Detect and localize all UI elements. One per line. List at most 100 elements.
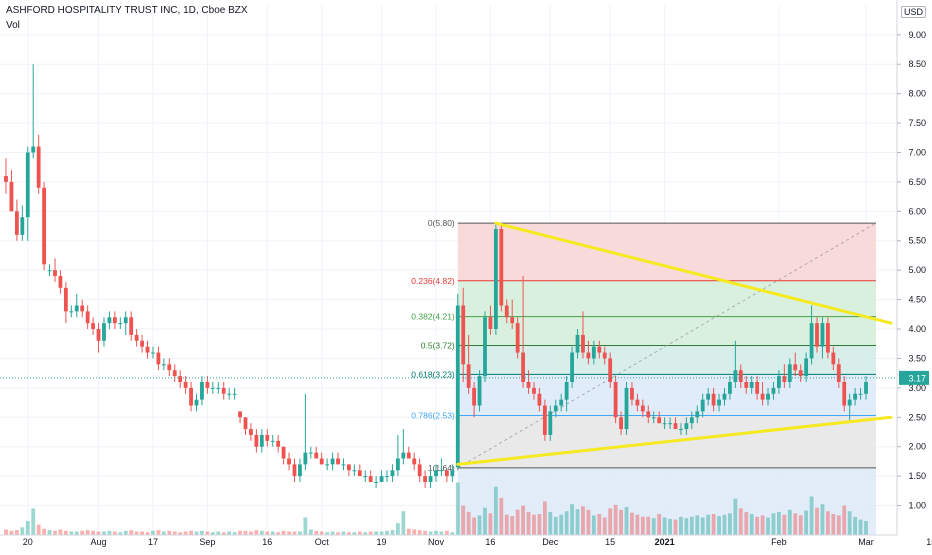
- volume-bar: [793, 513, 798, 535]
- volume-bar: [270, 531, 275, 535]
- candle-body: [341, 464, 346, 466]
- volume-bar: [864, 521, 868, 535]
- volume-bar: [766, 517, 770, 535]
- currency-label[interactable]: USD: [900, 6, 926, 18]
- candle-body: [717, 399, 721, 406]
- volume-bar: [91, 530, 95, 535]
- candle-body: [189, 387, 193, 406]
- volume-bar: [722, 514, 727, 535]
- candle-body: [793, 364, 798, 371]
- volume-bar: [798, 515, 803, 535]
- candle-body: [858, 393, 863, 395]
- price-tick-label: 6.50: [908, 177, 926, 187]
- candle-body: [91, 323, 95, 330]
- candle-body: [281, 446, 286, 459]
- candle-body: [825, 323, 830, 353]
- candle-body: [548, 411, 553, 435]
- candle-body: [553, 405, 558, 412]
- candle-body: [777, 376, 781, 388]
- volume-bar: [145, 532, 150, 535]
- volume-bar: [586, 509, 591, 535]
- volume-bar: [630, 512, 634, 535]
- candle-body: [298, 464, 302, 477]
- volume-bar: [787, 509, 792, 535]
- candle-body: [63, 287, 68, 312]
- candle-body: [303, 452, 308, 465]
- volume-bar: [69, 531, 74, 535]
- volume-bar: [597, 514, 602, 535]
- volume-bar: [156, 530, 161, 535]
- volume-bar: [25, 521, 30, 535]
- candle-body: [559, 399, 564, 406]
- volume-bar: [717, 516, 721, 535]
- candle-body: [123, 317, 128, 324]
- candle-body: [161, 364, 166, 366]
- volume-bar: [85, 530, 90, 535]
- volume-bar: [738, 508, 743, 535]
- volume-bar: [210, 532, 215, 535]
- candle-body: [657, 417, 662, 424]
- candle-body: [183, 381, 188, 388]
- candle-body: [722, 393, 727, 400]
- candle-body: [613, 381, 618, 418]
- candle-body: [842, 381, 847, 406]
- volume-bar: [564, 511, 569, 535]
- candle-body: [14, 211, 19, 235]
- volume-bar: [673, 519, 678, 535]
- volume-indicator-label: Vol: [6, 20, 20, 31]
- fib-zone-base: [457, 467, 876, 535]
- candle-body: [537, 393, 542, 406]
- volume-bar: [303, 517, 308, 535]
- price-tick-label: 7.50: [908, 118, 926, 128]
- volume-bar: [439, 531, 444, 535]
- candle-body: [728, 381, 732, 394]
- candle-body: [330, 458, 335, 465]
- candle-body: [357, 470, 362, 477]
- fib-zone: [457, 223, 876, 281]
- candle-body: [624, 387, 629, 430]
- volume-bar: [847, 511, 852, 535]
- candle-body: [112, 317, 117, 324]
- candle-body: [107, 317, 112, 324]
- candle-body: [733, 370, 738, 382]
- volume-bar: [450, 532, 455, 535]
- volume-bar: [809, 496, 814, 535]
- volume-bar: [140, 531, 144, 535]
- candle-body: [276, 440, 281, 447]
- volume-bar: [96, 531, 101, 535]
- volume-bar: [706, 514, 711, 535]
- candle-body: [412, 458, 417, 465]
- volume-bar: [194, 531, 199, 535]
- volume-bar: [172, 531, 177, 535]
- volume-bar: [287, 531, 291, 535]
- candle-body: [521, 352, 525, 382]
- volume-bar: [58, 529, 63, 535]
- candle-body: [216, 387, 221, 389]
- candle-body: [221, 387, 226, 394]
- price-tick-label: 8.00: [908, 89, 926, 99]
- candle-body: [700, 399, 705, 412]
- candle-body: [406, 452, 411, 459]
- candle-body: [134, 334, 139, 341]
- time-tick-label: 16: [485, 537, 495, 547]
- volume-bar: [308, 529, 313, 535]
- last-price-badge: [899, 370, 929, 385]
- candle-body: [466, 364, 471, 388]
- volume-bar: [635, 514, 640, 535]
- volume-bar: [668, 518, 672, 535]
- volume-bar: [363, 532, 368, 535]
- candle-body: [847, 399, 852, 406]
- candle-body: [58, 276, 63, 288]
- candle-body: [755, 381, 760, 394]
- candle-body: [695, 411, 700, 418]
- candle-body: [679, 429, 683, 431]
- candle-body: [96, 329, 101, 341]
- volume-bar: [695, 515, 700, 535]
- volume-bar: [330, 531, 335, 535]
- volume-bar: [292, 531, 297, 535]
- candle-body: [798, 370, 803, 377]
- volume-bar: [640, 516, 645, 535]
- volume-bar: [444, 530, 449, 535]
